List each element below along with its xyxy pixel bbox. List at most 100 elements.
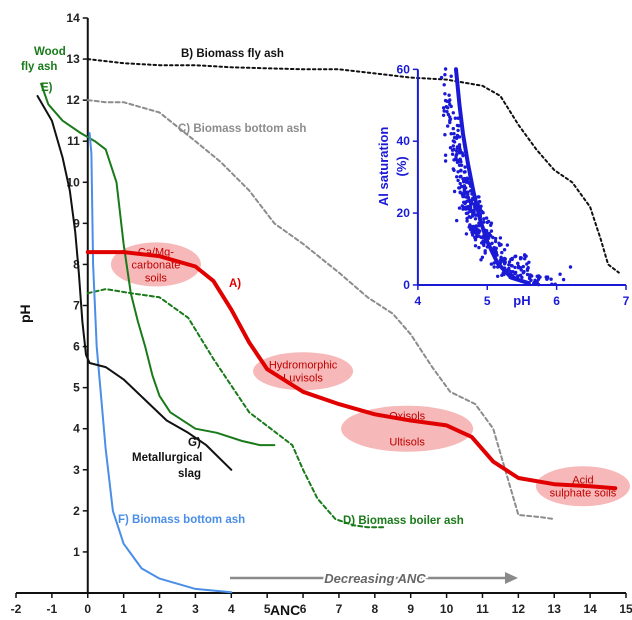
inset-scatter-point bbox=[497, 241, 501, 245]
decreasing-anc-arrow-head bbox=[505, 572, 518, 584]
inset-scatter-point bbox=[521, 264, 525, 269]
y-tick-label: 2 bbox=[73, 504, 80, 518]
x-tick-label: 12 bbox=[512, 602, 526, 616]
x-tick-label: -1 bbox=[47, 602, 58, 616]
inset-scatter-point bbox=[443, 73, 447, 77]
inset-scatter-point bbox=[471, 228, 475, 232]
inset-scatter-point bbox=[446, 124, 450, 128]
inset-scatter-point bbox=[522, 270, 526, 274]
inset-scatter-point bbox=[441, 106, 446, 110]
inset-scatter-point bbox=[470, 225, 474, 229]
inset-scatter-point bbox=[502, 272, 506, 277]
inset-scatter-point bbox=[505, 243, 510, 247]
inset-scatter-point bbox=[479, 204, 483, 208]
inset-scatter-point bbox=[520, 275, 524, 280]
inset-scatter-point bbox=[464, 232, 469, 236]
inset-scatter-point bbox=[441, 113, 446, 118]
y-tick-label: 13 bbox=[66, 52, 80, 66]
inset-scatter-point bbox=[443, 92, 447, 96]
soil-zone-label: Hydromorphic bbox=[269, 360, 338, 372]
soil-zones: Ca/Mg-carbonatesoilsHydromorphicLuvisols… bbox=[110, 242, 630, 507]
y-tick-label: 7 bbox=[73, 299, 80, 313]
inset-x-axis-title: pH bbox=[513, 293, 530, 308]
inset-scatter-point bbox=[489, 234, 493, 238]
x-tick-label: 10 bbox=[440, 602, 454, 616]
inset-scatter-point bbox=[451, 144, 455, 148]
soil-zone-label: Ultisols bbox=[389, 437, 425, 449]
inset-scatter-point bbox=[502, 248, 507, 252]
series-line-a bbox=[85, 250, 618, 491]
inset-scatter-point bbox=[492, 265, 496, 269]
inset-scatter-point bbox=[442, 109, 446, 113]
label-e-2: fly ash bbox=[21, 61, 57, 73]
series-line-b bbox=[86, 58, 620, 274]
inset-scatter-point bbox=[456, 178, 460, 183]
inset-scatter-point bbox=[469, 202, 473, 206]
inset-scatter-point bbox=[500, 259, 504, 263]
inset-scatter-point bbox=[458, 157, 462, 161]
inset-scatter-point bbox=[500, 250, 504, 255]
x-tick-label: 1 bbox=[120, 602, 127, 616]
inset-scatter-point bbox=[451, 111, 455, 115]
x-tick-label: 6 bbox=[300, 602, 307, 616]
inset-scatter-point bbox=[462, 190, 467, 195]
inset-scatter-point bbox=[527, 276, 532, 281]
series-line-f bbox=[88, 132, 233, 594]
inset-scatter-point bbox=[450, 148, 455, 152]
x-tick-label: 4 bbox=[228, 602, 235, 616]
inset-scatter-point bbox=[448, 146, 453, 150]
inset-scatter-point bbox=[545, 276, 550, 280]
inset-scatter-point bbox=[463, 165, 467, 169]
label-e-1: Wood bbox=[34, 46, 66, 58]
y-axis-title: pH bbox=[17, 304, 33, 323]
inset-scatter-point bbox=[502, 259, 507, 264]
inset-scatter-point bbox=[459, 168, 463, 172]
decreasing-anc-label: Decreasing ANC bbox=[324, 571, 426, 586]
inset-scatter-point bbox=[465, 176, 469, 180]
inset-scatter-point bbox=[496, 274, 500, 278]
inset-scatter-point bbox=[477, 195, 481, 199]
y-tick-label: 6 bbox=[73, 340, 80, 354]
inset-scatter-point bbox=[568, 265, 573, 269]
inset-scatter-point bbox=[465, 216, 469, 221]
inset-y-axis-unit: (%) bbox=[394, 156, 409, 176]
x-tick-label: -2 bbox=[11, 602, 22, 616]
main-axes: -2 -1 0 1 2 3 4 5 6 7 8 9 10 11 12 13 14 1512345678910111… bbox=[11, 11, 632, 618]
y-tick-label: 14 bbox=[66, 11, 80, 25]
inset-scatter-point bbox=[474, 224, 478, 228]
x-tick-label: 3 bbox=[192, 602, 199, 616]
inset-scatter-point bbox=[476, 228, 480, 232]
inset-scatter-point bbox=[516, 274, 520, 278]
inset-scatter-point bbox=[550, 282, 554, 286]
y-tick-label: 10 bbox=[66, 175, 80, 189]
inset-scatter-point bbox=[446, 112, 451, 117]
inset-scatter-point bbox=[502, 256, 507, 261]
inset-scatter-point bbox=[465, 219, 469, 223]
inset-scatter-point bbox=[443, 153, 448, 157]
series-line-e bbox=[40, 82, 276, 447]
inset-scatter-point bbox=[455, 175, 459, 179]
inset-scatter-point bbox=[445, 110, 449, 114]
inset-scatter-point bbox=[463, 170, 467, 174]
x-tick-label: 2 bbox=[156, 602, 163, 616]
y-tick-label: 1 bbox=[73, 545, 80, 559]
y-tick-label: 5 bbox=[73, 381, 80, 395]
inset-scatter-point bbox=[516, 261, 520, 266]
inset-scatter-point bbox=[446, 106, 450, 110]
inset-scatter-point bbox=[477, 199, 482, 204]
inset-scatter-point bbox=[447, 93, 451, 97]
inset-scatter-point bbox=[456, 170, 460, 174]
inset-scatter-point bbox=[514, 254, 518, 258]
inset-scatter-point bbox=[480, 255, 485, 259]
inset-scatter-point bbox=[483, 251, 487, 255]
inset-scatter-point bbox=[451, 167, 455, 171]
inset-scatter-point bbox=[443, 159, 448, 163]
inset-x-tick-label: 6 bbox=[553, 294, 560, 308]
inset-scatter-point bbox=[507, 266, 511, 271]
x-tick-label: 7 bbox=[336, 602, 343, 616]
inset-scatter-point bbox=[490, 241, 494, 245]
inset-scatter-point bbox=[449, 74, 453, 78]
inset-scatter-point bbox=[448, 120, 452, 125]
decreasing-anc-arrow: Decreasing ANC bbox=[230, 569, 518, 588]
inset-scatter-point bbox=[465, 199, 469, 203]
